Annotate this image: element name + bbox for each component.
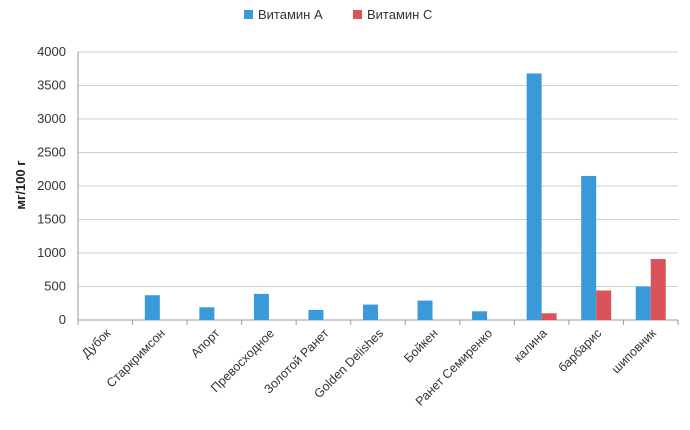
x-tick-label: Бойкен	[401, 326, 440, 365]
legend-swatch-vitamin-a	[244, 10, 253, 19]
y-tick-label: 1000	[37, 245, 66, 260]
x-tick-label: барбарис	[556, 326, 605, 375]
bar-vitamin-a	[417, 300, 433, 320]
bar-vitamin-a	[472, 311, 488, 320]
legend-label-vitamin-c: Витамин С	[367, 7, 432, 22]
bar-vitamin-c	[650, 259, 666, 320]
y-tick-label: 0	[59, 312, 66, 327]
bar-vitamin-c	[541, 313, 557, 320]
bar-vitamin-c	[596, 290, 612, 320]
y-tick-label: 4000	[37, 44, 66, 59]
x-tick-label: калина	[511, 326, 550, 365]
bar-vitamin-a	[253, 293, 269, 320]
x-tick-label: Старкримсон	[104, 326, 168, 390]
bar-vitamin-a	[581, 175, 597, 320]
x-tick-label: Апорт	[188, 326, 222, 360]
y-tick-label: 3500	[37, 78, 66, 93]
y-tick-label: 500	[44, 279, 66, 294]
y-tick-label: 1500	[37, 212, 66, 227]
legend-swatch-vitamin-c	[353, 10, 362, 19]
bar-vitamin-a	[635, 286, 651, 320]
legend: Витамин А Витамин С	[244, 7, 432, 22]
x-tick-label: шиповник	[609, 326, 659, 376]
bar-vitamin-a	[144, 295, 160, 320]
plot-area: 0 500 1000 1500 2000 2500 3000 3500 4000 ДубокСта…	[37, 44, 679, 409]
y-tick-label: 2000	[37, 178, 66, 193]
bar-vitamin-a	[199, 307, 215, 320]
legend-label-vitamin-a: Витамин А	[258, 7, 323, 22]
y-axis-label: мг/100 г	[13, 160, 28, 210]
y-tick-label: 3000	[37, 111, 66, 126]
y-tick-label: 2500	[37, 145, 66, 160]
bar-vitamin-a	[526, 73, 542, 320]
bar-vitamin-a	[363, 304, 378, 320]
bar-vitamin-a	[308, 309, 324, 320]
x-tick-label: Дубок	[79, 326, 114, 361]
